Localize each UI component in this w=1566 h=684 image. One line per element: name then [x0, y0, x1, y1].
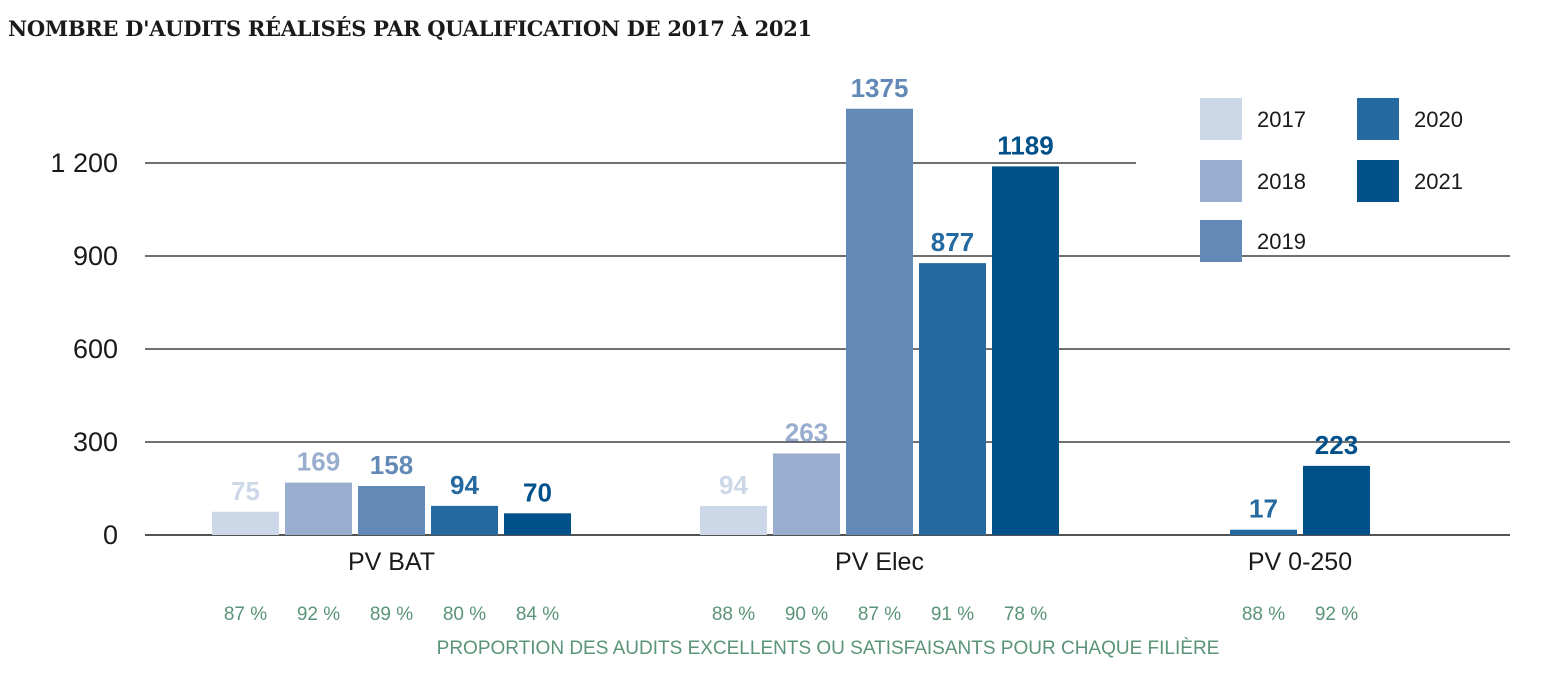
percentage-label: 92 % — [297, 604, 340, 625]
legend-label: 2019 — [1257, 229, 1306, 254]
bar-pv-bat-2021 — [504, 513, 571, 535]
bar-pv-bat-2017 — [212, 511, 279, 535]
percentage-label: 84 % — [516, 604, 559, 625]
value-label: 94 — [719, 470, 748, 500]
percentage-label: 88 % — [712, 604, 755, 625]
legend-swatch-2021 — [1357, 160, 1399, 202]
value-label: 169 — [297, 447, 340, 477]
y-axis-ticks: 0 300 600 900 1 200 — [50, 148, 118, 550]
value-label: 877 — [931, 227, 974, 257]
y-tick-label: 300 — [73, 427, 118, 457]
category-label: PV BAT — [348, 548, 435, 576]
percentage-label: 80 % — [443, 604, 486, 625]
percentage-label: 87 % — [224, 604, 267, 625]
category-label: PV 0-250 — [1248, 548, 1352, 576]
legend-label: 2018 — [1257, 169, 1306, 194]
value-label: 75 — [231, 476, 260, 506]
y-tick-label: 600 — [73, 334, 118, 364]
percentage-label: 88 % — [1242, 604, 1285, 625]
category-labels: PV BAT PV Elec PV 0-250 — [348, 548, 1352, 576]
bar-pv-elec-2019 — [846, 108, 913, 535]
bar-pv-0-250-2020 — [1230, 529, 1297, 535]
percentage-labels: 87 % 92 % 89 % 80 % 84 % 88 % 90 % 87 % 91 % 78 %… — [224, 604, 1358, 625]
legend-label: 2021 — [1414, 169, 1463, 194]
value-label: 1189 — [997, 130, 1053, 160]
percentage-label: 92 % — [1315, 604, 1358, 625]
percentage-label: 87 % — [858, 604, 901, 625]
bar-pv-bat-2019 — [358, 486, 425, 535]
chart-title: NOMBRE D'AUDITS RÉALISÉS PAR QUALIFICATI… — [8, 16, 812, 41]
value-label: 1375 — [851, 73, 909, 103]
bar-pv-0-250-2021 — [1303, 465, 1370, 535]
value-label: 158 — [370, 450, 413, 480]
value-label: 70 — [523, 477, 552, 507]
y-tick-label: 900 — [73, 241, 118, 271]
value-label: 263 — [785, 417, 828, 447]
bar-pv-elec-2018 — [773, 453, 840, 535]
legend-swatch-2019 — [1200, 220, 1242, 262]
footnote: PROPORTION DES AUDITS EXCELLENTS OU SATI… — [437, 638, 1220, 659]
legend: 2017 2018 2019 2020 2021 — [1200, 98, 1463, 262]
value-label: 94 — [450, 470, 479, 500]
bars — [212, 108, 1370, 535]
y-tick-label: 1 200 — [50, 148, 118, 178]
y-tick-label: 0 — [103, 520, 118, 550]
legend-swatch-2017 — [1200, 98, 1242, 140]
legend-swatch-2018 — [1200, 160, 1242, 202]
percentage-label: 90 % — [785, 604, 828, 625]
percentage-label: 91 % — [931, 604, 974, 625]
legend-swatch-2020 — [1357, 98, 1399, 140]
percentage-label: 89 % — [370, 604, 413, 625]
bar-pv-bat-2020 — [431, 505, 498, 535]
bar-pv-bat-2018 — [285, 482, 352, 535]
bar-pv-elec-2020 — [919, 263, 986, 535]
bar-pv-elec-2017 — [700, 505, 767, 535]
value-label: 223 — [1315, 430, 1358, 460]
legend-label: 2017 — [1257, 107, 1306, 132]
legend-label: 2020 — [1414, 107, 1463, 132]
category-label: PV Elec — [835, 548, 924, 576]
value-labels: 75 169 158 94 70 94 263 1375 877 1189 17 223 — [231, 73, 1358, 524]
bar-pv-elec-2021 — [992, 166, 1059, 535]
percentage-label: 78 % — [1004, 604, 1047, 625]
value-label: 17 — [1249, 494, 1278, 524]
